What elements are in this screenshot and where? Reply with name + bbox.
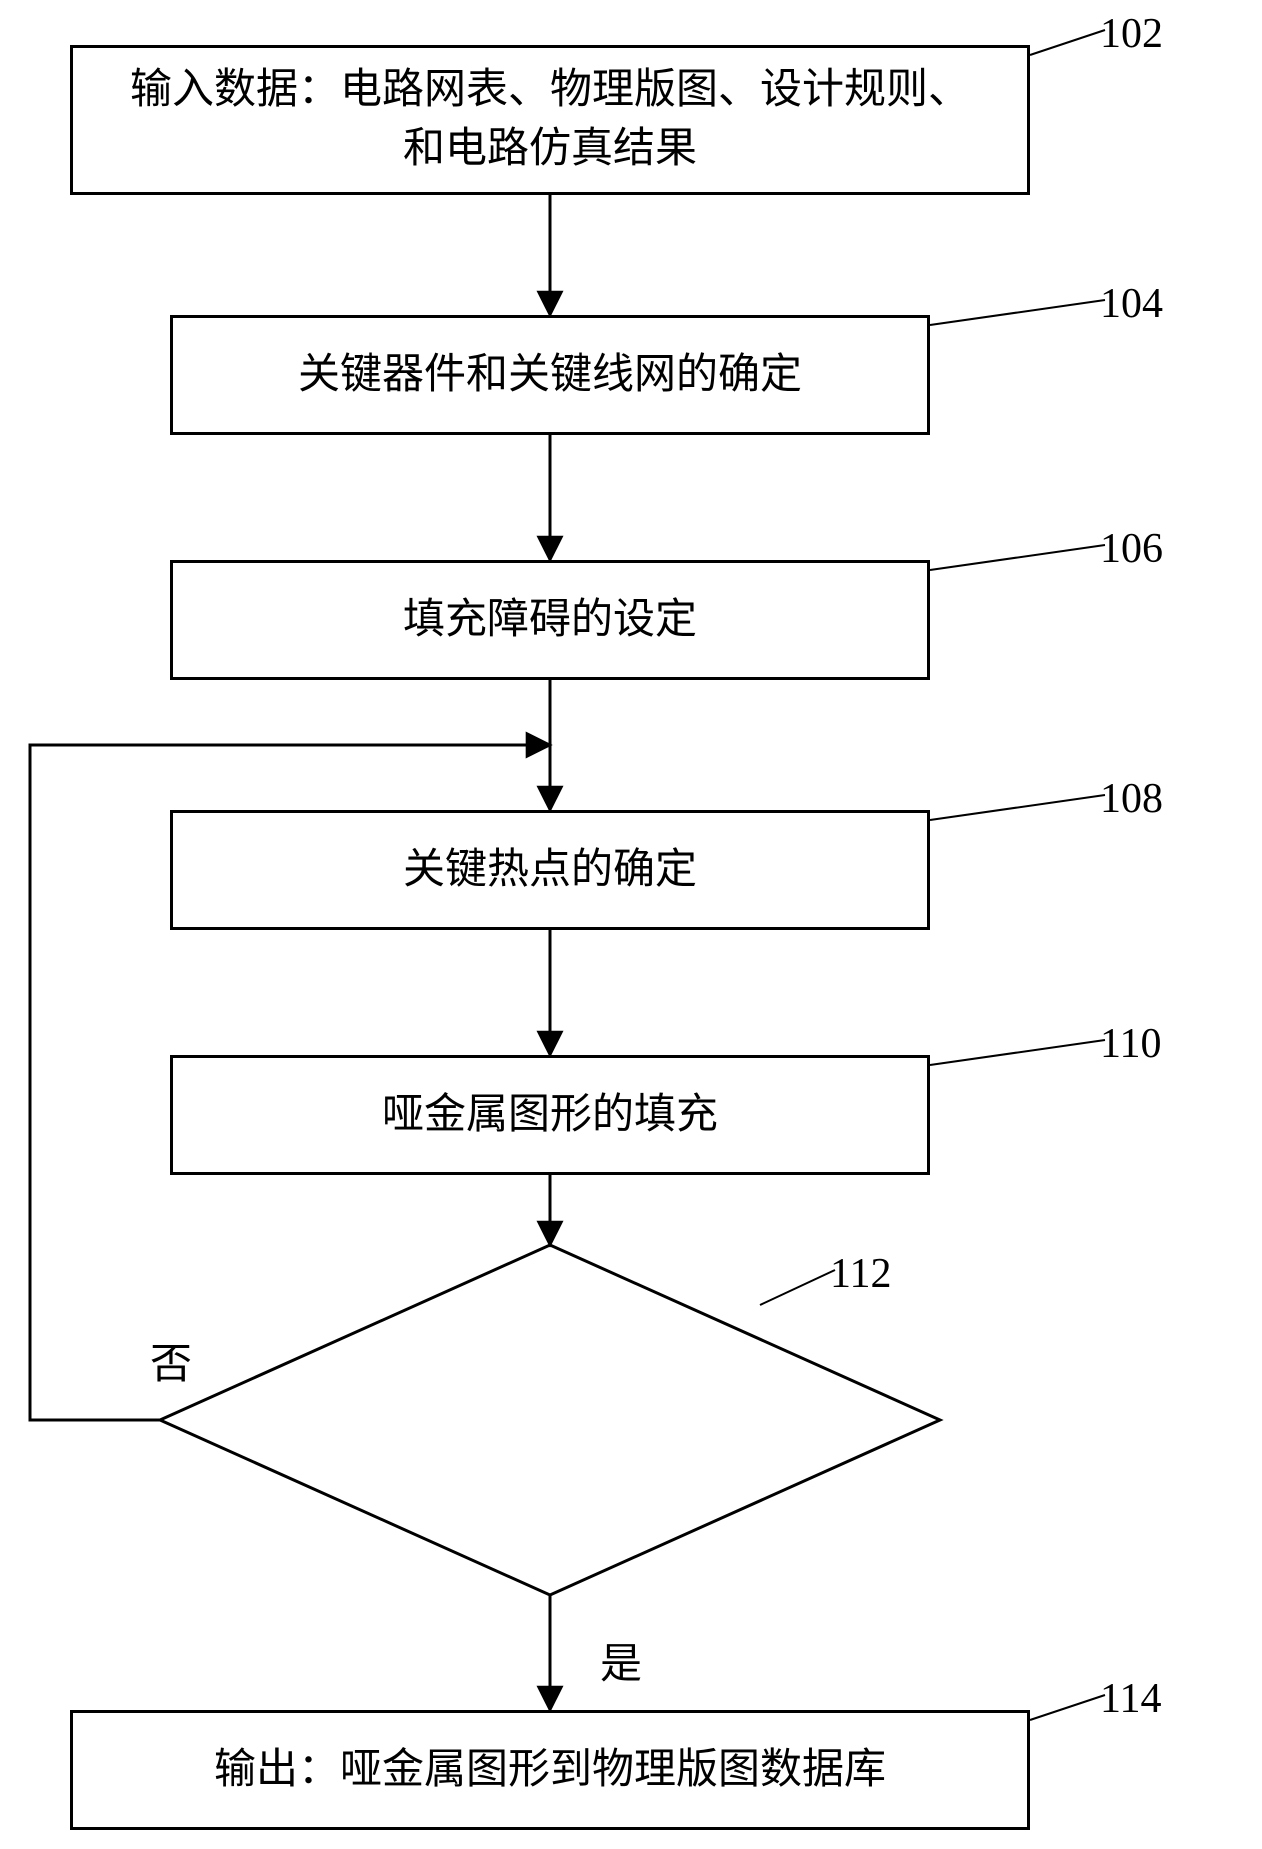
- node-dummy-metal-fill: 哑金属图形的填充: [170, 1055, 930, 1175]
- node-fill-obstacle: 填充障碍的设定: [170, 560, 930, 680]
- tag-108: 108: [1100, 775, 1163, 823]
- node-text: 填充障碍的设定: [403, 591, 697, 650]
- branch-no-label: 否: [150, 1330, 192, 1391]
- branch-yes-label: 是: [600, 1630, 642, 1691]
- node-text: 关键热点的确定: [403, 841, 697, 900]
- node-text: 输出：哑金属图形到物理版图数据库: [214, 1741, 886, 1800]
- decision-text-line2: 的热分布优化结束？: [361, 1435, 739, 1481]
- tag-110: 110: [1100, 1020, 1161, 1068]
- node-input-data: 输入数据：电路网表、物理版图、设计规则、 和电路仿真结果: [70, 45, 1030, 195]
- node-text: 关键器件和关键线网的确定: [298, 346, 802, 405]
- decision-text-line1: 检查：通过金属填充: [361, 1376, 739, 1422]
- node-key-devices: 关键器件和关键线网的确定: [170, 315, 930, 435]
- tag-112: 112: [830, 1250, 891, 1298]
- tag-106: 106: [1100, 525, 1163, 573]
- node-output: 输出：哑金属图形到物理版图数据库: [70, 1710, 1030, 1830]
- node-text: 哑金属图形的填充: [382, 1086, 718, 1145]
- tag-114: 114: [1100, 1675, 1161, 1723]
- tag-104: 104: [1100, 280, 1163, 328]
- decision-text: 检查：通过金属填充 的热分布优化结束？: [280, 1370, 820, 1488]
- node-text-line2: 和电路仿真结果: [403, 126, 697, 172]
- tag-102: 102: [1100, 10, 1163, 58]
- flowchart-canvas: 输入数据：电路网表、物理版图、设计规则、 和电路仿真结果 关键器件和关键线网的确…: [0, 0, 1262, 1849]
- node-hotspot: 关键热点的确定: [170, 810, 930, 930]
- node-text-line1: 输入数据：电路网表、物理版图、设计规则、: [130, 67, 970, 113]
